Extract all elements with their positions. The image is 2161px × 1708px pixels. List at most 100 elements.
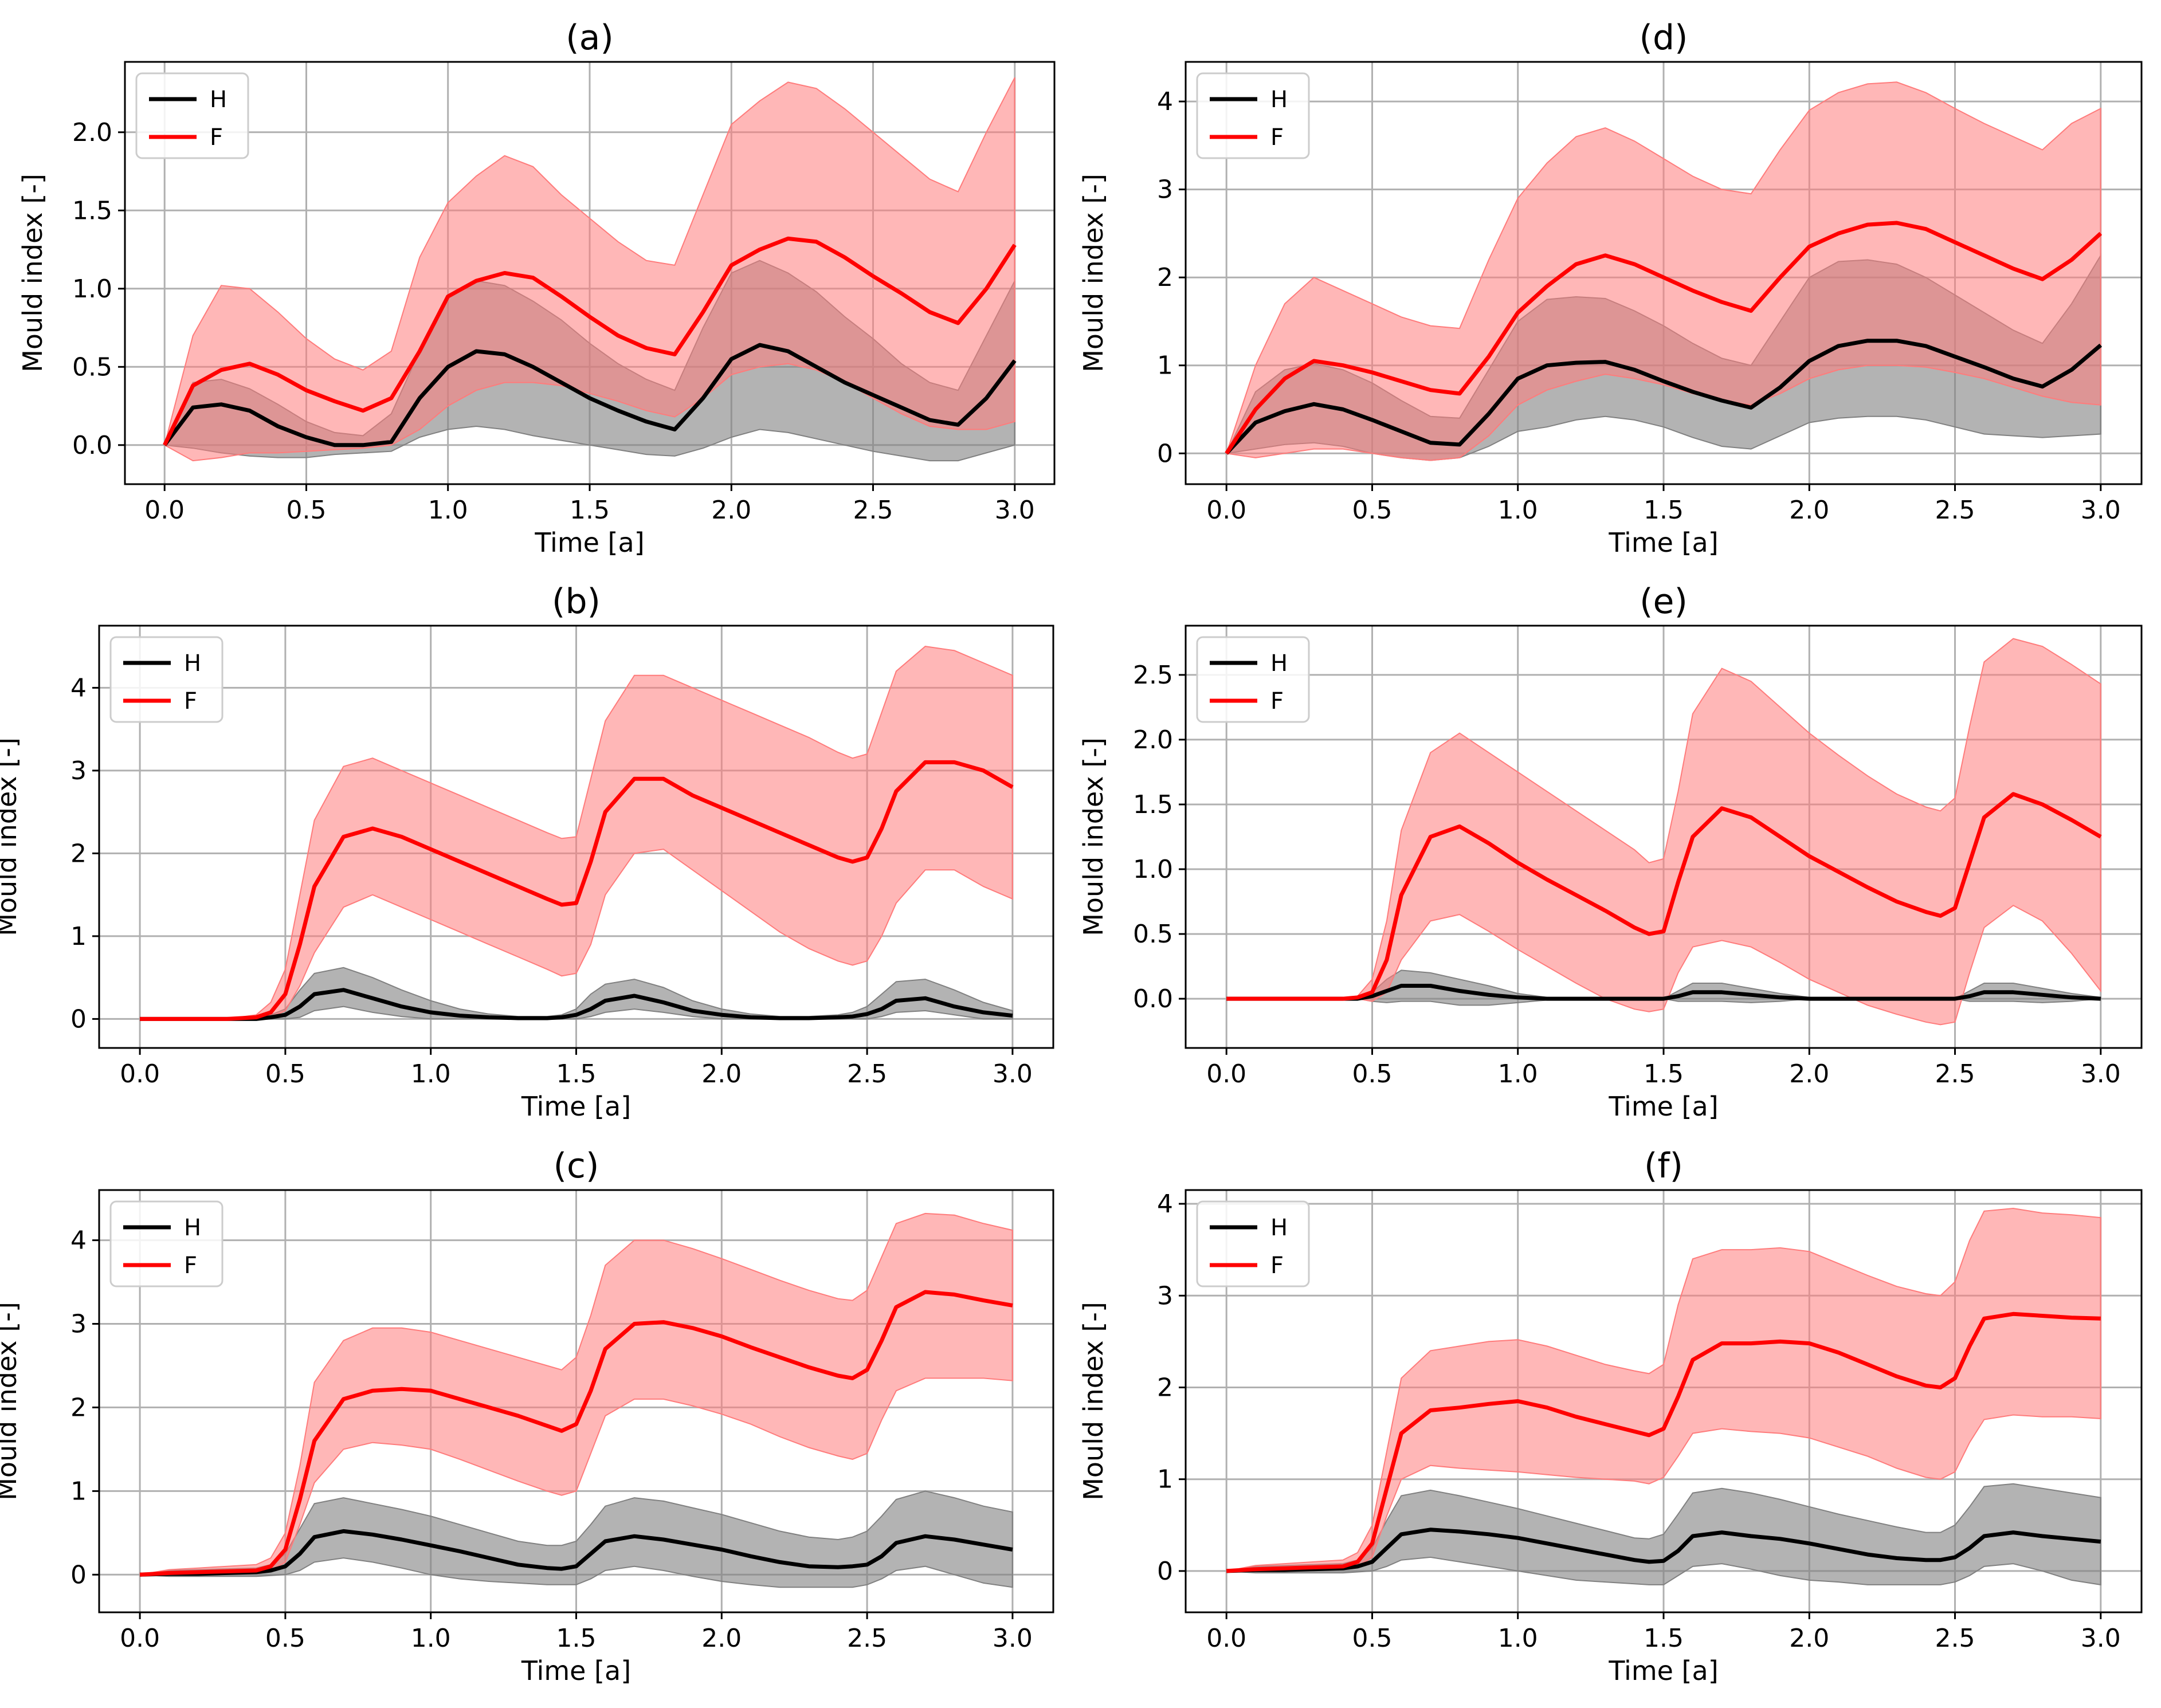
x-tick-label: 0.0 — [120, 1624, 160, 1653]
x-tick-label: 3.0 — [995, 496, 1035, 525]
x-tick-label: 2.5 — [847, 1059, 887, 1089]
legend: HF — [109, 636, 223, 723]
x-axis-label: Time [a] — [1608, 527, 1718, 558]
panel-title: (e) — [1640, 582, 1688, 622]
y-tick-label: 2.0 — [1133, 725, 1173, 755]
y-tick-label: 0 — [1157, 439, 1173, 468]
y-axis-label: Mould index [-] — [1078, 737, 1109, 936]
legend-label-F: F — [210, 124, 223, 151]
legend: HF — [1196, 72, 1310, 159]
y-tick-label: 0.0 — [72, 431, 112, 460]
legend-box — [109, 1200, 223, 1287]
y-tick-label: 1 — [1157, 351, 1173, 380]
x-tick-label: 1.0 — [1498, 1624, 1538, 1653]
x-tick-label: 1.0 — [428, 496, 468, 525]
y-tick-label: 1 — [70, 922, 87, 951]
legend-label-H: H — [1270, 87, 1288, 113]
x-tick-label: 3.0 — [2081, 1624, 2121, 1653]
legend-box — [1196, 636, 1310, 723]
panel-f: 0.0 0.5 1.0 1.5 2.0 2.5 3.0 0 1 2 3 4 (f) Time [a] Mou… — [1078, 1146, 2143, 1686]
x-tick-label: 0.0 — [144, 496, 185, 525]
x-tick-label: 1.0 — [411, 1624, 451, 1653]
legend-label-H: H — [184, 1215, 201, 1241]
x-tick-label: 2.0 — [1789, 1624, 1829, 1653]
line-H — [1225, 339, 2103, 455]
x-tick-label: 0.5 — [265, 1059, 305, 1089]
line-F — [139, 1290, 1013, 1577]
legend: HF — [135, 72, 249, 159]
y-tick-label: 2 — [1157, 263, 1173, 292]
y-tick-label: 1.5 — [1133, 790, 1173, 819]
y-tick-label: 2 — [70, 839, 87, 868]
y-tick-label: 1 — [70, 1477, 87, 1506]
y-tick-label: 4 — [1157, 87, 1173, 116]
band-F — [164, 77, 1015, 462]
x-tick-label: 1.5 — [1644, 1059, 1684, 1089]
legend-box — [109, 636, 223, 723]
line-F — [1226, 792, 2102, 1001]
line-H — [1226, 984, 2101, 1001]
x-tick-label: 2.0 — [701, 1059, 742, 1089]
x-tick-label: 3.0 — [993, 1059, 1033, 1089]
legend-label-F: F — [184, 688, 197, 714]
x-tick-label: 0.5 — [1352, 1059, 1393, 1089]
y-tick-label: 0 — [1157, 1557, 1173, 1586]
line-H — [140, 1529, 1013, 1577]
x-tick-label: 2.5 — [1935, 1624, 1975, 1653]
y-tick-label: 3 — [1157, 1281, 1173, 1310]
panel-title: (b) — [552, 582, 601, 622]
y-tick-label: 1.0 — [72, 274, 112, 304]
panel-title: (f) — [1644, 1146, 1683, 1186]
band-F — [1225, 81, 2101, 461]
x-tick-label: 3.0 — [2081, 496, 2121, 525]
line-F — [163, 236, 1017, 446]
x-tick-label: 0.5 — [1352, 496, 1393, 525]
x-tick-label: 1.5 — [1644, 1624, 1684, 1653]
line-H — [1226, 1528, 2101, 1573]
y-tick-label: 2 — [70, 1393, 87, 1422]
panel-b: 0.0 0.5 1.0 1.5 2.0 2.5 3.0 0 1 2 3 4 (b) Time [a] Mou… — [0, 582, 1054, 1122]
legend: HF — [1196, 636, 1310, 723]
x-tick-label: 0.0 — [120, 1059, 160, 1089]
legend-box — [1196, 1200, 1310, 1287]
x-tick-label: 0.5 — [287, 496, 327, 525]
x-tick-label: 0.5 — [265, 1624, 305, 1653]
y-tick-label: 4 — [70, 673, 87, 702]
x-tick-label: 0.0 — [1206, 496, 1246, 525]
line-F — [140, 760, 1014, 1021]
panel-c: 0.0 0.5 1.0 1.5 2.0 2.5 3.0 0 1 2 3 4 (c) Time [a] Mou… — [0, 1146, 1054, 1686]
x-axis-label: Time [a] — [1608, 1091, 1718, 1122]
legend-label-H: H — [184, 650, 201, 677]
x-tick-label: 2.5 — [853, 496, 893, 525]
x-axis-label: Time [a] — [521, 1091, 631, 1122]
x-tick-label: 2.0 — [1789, 1059, 1829, 1089]
y-tick-label: 3 — [70, 1310, 87, 1339]
y-tick-label: 2 — [1157, 1373, 1173, 1403]
x-tick-label: 2.5 — [1935, 1059, 1975, 1089]
x-tick-label: 1.0 — [1498, 1059, 1538, 1089]
y-axis-label: Mould index [-] — [17, 174, 48, 372]
y-tick-label: 0 — [70, 1004, 87, 1034]
x-tick-label: 3.0 — [2081, 1059, 2121, 1089]
legend-label-H: H — [210, 87, 227, 113]
legend-label-F: F — [184, 1252, 197, 1279]
y-tick-label: 0.5 — [72, 352, 112, 382]
x-tick-label: 0.5 — [1352, 1624, 1393, 1653]
y-axis-label: Mould index [-] — [1078, 1302, 1109, 1501]
panel-a: 0.0 0.5 1.0 1.5 2.0 2.5 3.0 0.0 0.5 1.0 1.5 2.0 (a) T… — [17, 18, 1056, 558]
legend-label-H: H — [1270, 650, 1288, 677]
line-H — [163, 343, 1017, 447]
legend: HF — [1196, 1200, 1310, 1287]
x-tick-label: 1.5 — [570, 496, 610, 525]
legend-label-H: H — [1270, 1215, 1288, 1241]
y-tick-label: 2.5 — [1133, 661, 1173, 690]
line-F — [1225, 221, 2103, 455]
line-H — [140, 988, 1013, 1021]
panel-e: 0.0 0.5 1.0 1.5 2.0 2.5 3.0 0.0 0.5 1.0 1.5 2.0 2.5 (… — [1078, 582, 2143, 1122]
x-tick-label: 0.0 — [1206, 1059, 1246, 1089]
y-tick-label: 2.0 — [72, 118, 112, 147]
panel-title: (a) — [566, 18, 614, 58]
y-tick-label: 1.5 — [72, 196, 112, 225]
y-tick-label: 1 — [1157, 1465, 1173, 1494]
